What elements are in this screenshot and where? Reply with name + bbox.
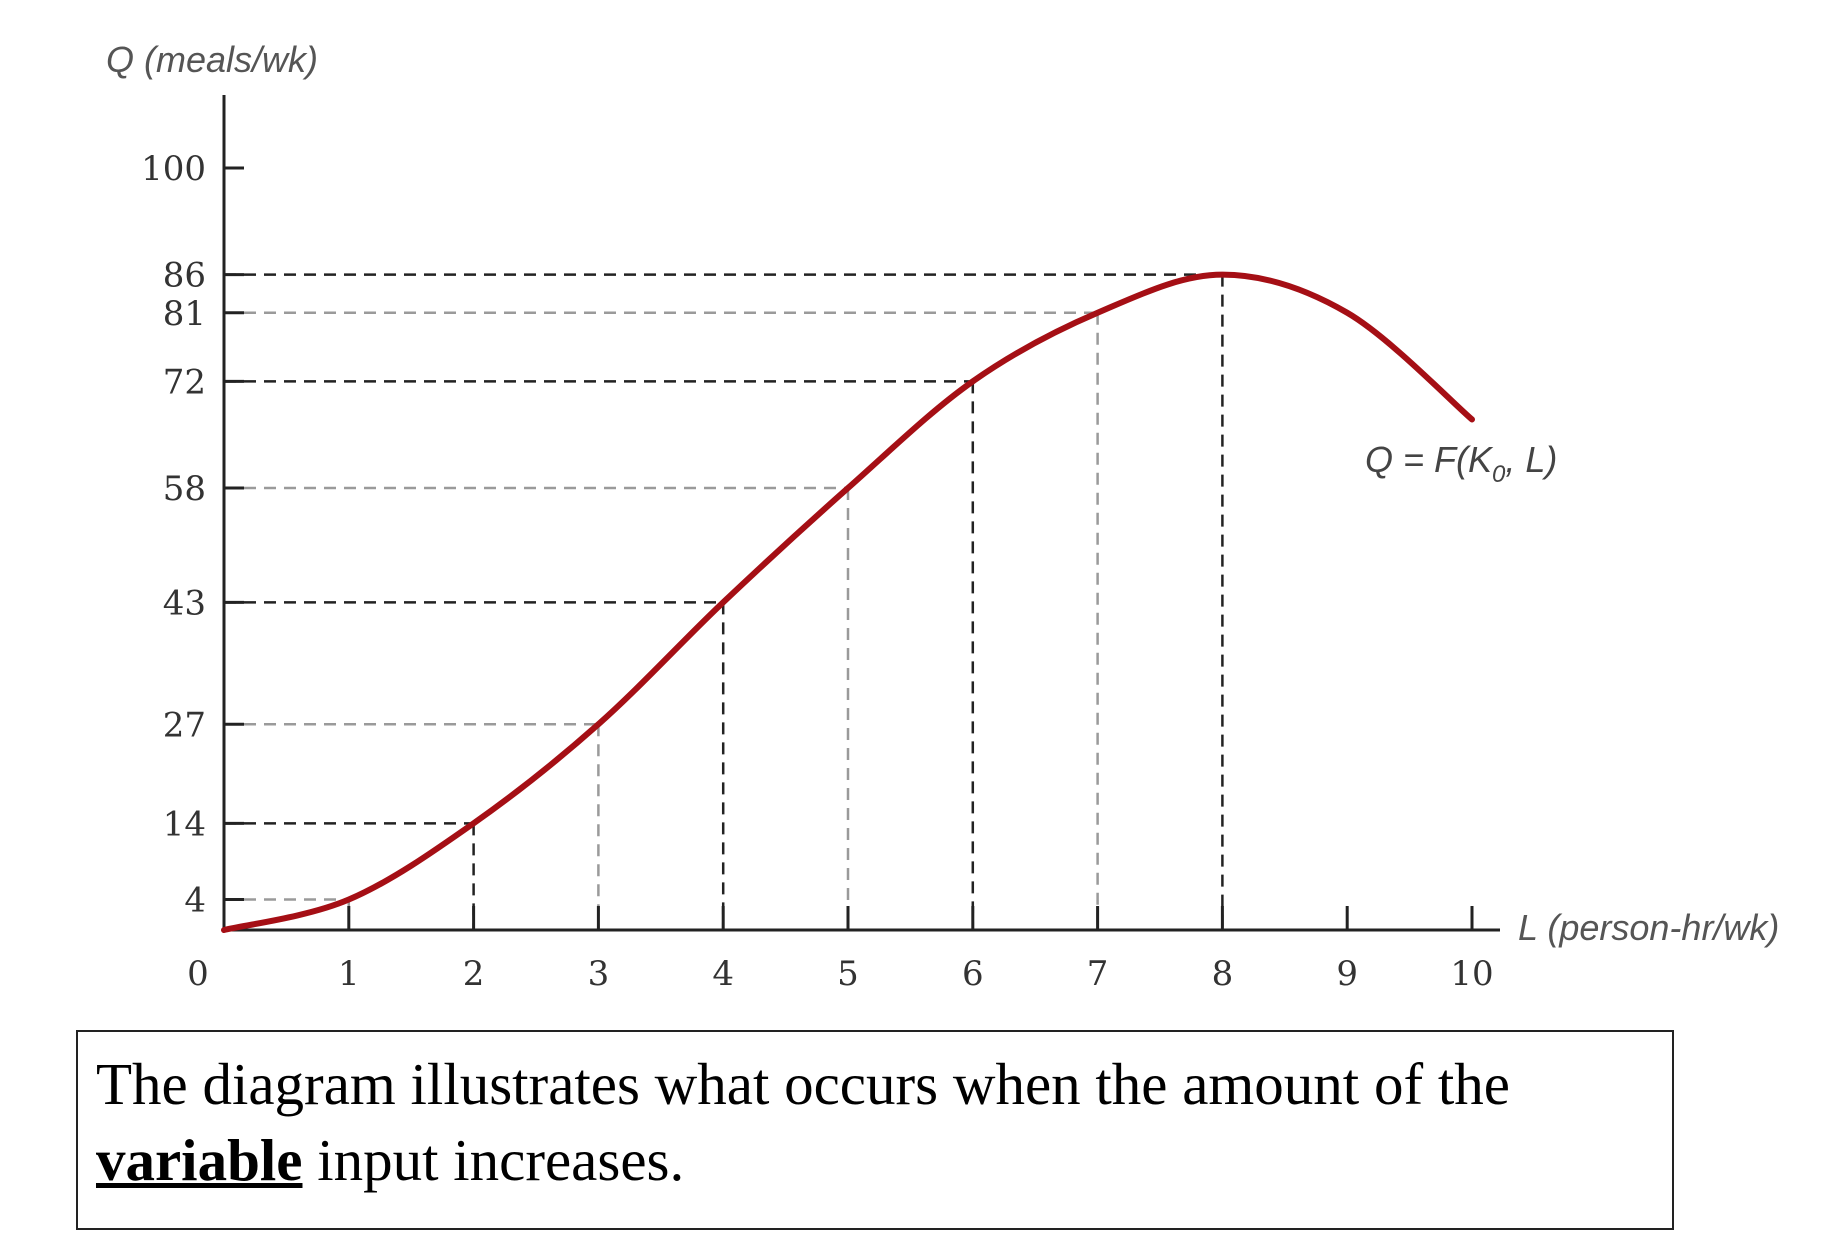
x-tick-label: 8 [1212,954,1234,994]
y-tick-label: 86 [163,256,206,296]
reference-lines [224,273,1224,930]
x-tick-label: 6 [962,954,984,994]
x-tick-label: 5 [837,954,859,994]
y-tick-label: 58 [163,469,206,509]
y-tick-label: 14 [163,804,206,844]
caption-emphasis: variable [96,1127,303,1193]
curve-label-sub: 0 [1492,461,1506,488]
y-axis-title: Q (meals/wk) [106,39,318,80]
curve-label-tail: , L) [1505,439,1557,480]
caption-box: The diagram illustrates what occurs when… [76,1030,1674,1230]
y-tick-label: 27 [163,705,206,745]
curve-label-main: Q = F(K [1365,439,1494,480]
axes [222,95,1500,932]
caption-text-2: input increases. [302,1127,685,1193]
x-tick-label: 3 [588,954,610,994]
curve-label: Q = F(K0, L) [1365,439,1557,488]
y-tick-label: 72 [163,362,206,402]
y-tick-label: 81 [163,294,206,334]
caption-text-1: The diagram illustrates what occurs when… [96,1051,1510,1117]
y-tick-label: 4 [184,881,206,921]
production-curve [221,271,1475,933]
x-tick-label: 0 [187,954,209,994]
curve-group [221,271,1475,933]
x-tick-label: 1 [338,954,360,994]
x-tick-label: 4 [712,954,734,994]
x-tick-label: 2 [463,954,485,994]
x-tick-label: 7 [1087,954,1109,994]
x-tick-label: 10 [1450,954,1493,994]
x-axis-title: L (person-hr/wk) [1518,907,1779,948]
y-tick-label: 100 [141,149,206,189]
x-ticks: 0 1 2 3 4 5 6 7 8 9 10 [187,906,1494,994]
x-tick-label: 9 [1336,954,1358,994]
y-tick-label: 43 [163,583,206,623]
